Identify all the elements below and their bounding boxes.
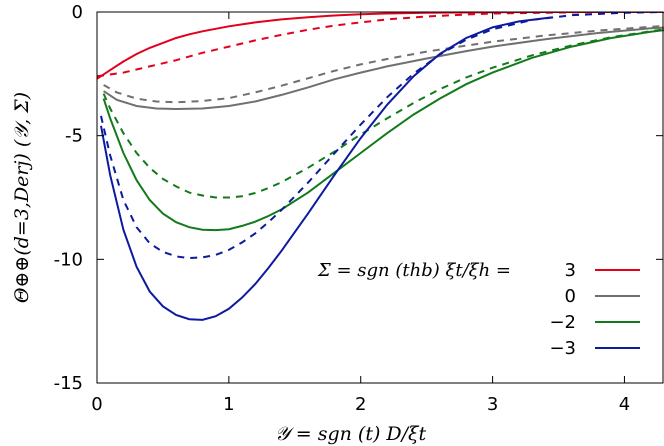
series-1-solid-line (103, 26, 664, 111)
series-3-solid-line (100, 16, 553, 321)
legend-label: 3 (565, 260, 576, 281)
x-axis-title: 𝒴 = sgn (t) D/ξt (275, 423, 427, 445)
series-1-dashed-line (103, 24, 664, 104)
x-tick-label: 3 (487, 394, 498, 415)
x-tick-label: 4 (619, 394, 630, 415)
series-2-dashed-line (102, 28, 664, 199)
y-tick-label: -10 (54, 249, 83, 270)
y-tick-label: 0 (72, 2, 83, 23)
y-axis-title: Θ⊕⊕(d=3,Derj) (𝒴, Σ) (11, 92, 33, 303)
plot-frame (96, 11, 664, 384)
ticks-layer: 0 1 2 3 4 0 -5 -10 -15 (54, 2, 663, 415)
legend-title: Σ = sgn (thb) ξt/ξh = (317, 260, 511, 281)
x-tick-label: 0 (91, 394, 102, 415)
legend: 3 0 −2 −3 (549, 260, 640, 359)
x-tick-label: 2 (355, 394, 366, 415)
series-3-dashed-line (100, 12, 664, 260)
legend-label: 0 (565, 286, 576, 307)
y-tick-label: -15 (54, 373, 83, 394)
legend-label: −2 (549, 312, 576, 333)
y-tick-label: -5 (65, 126, 83, 147)
legend-label: −3 (549, 338, 576, 359)
series-2-solid-line (102, 29, 664, 232)
x-tick-label: 1 (223, 394, 234, 415)
